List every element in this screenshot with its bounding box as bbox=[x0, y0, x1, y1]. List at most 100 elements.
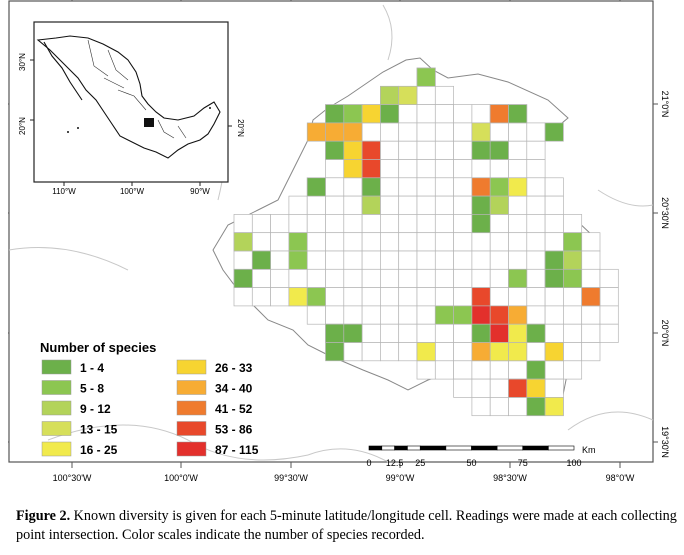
species-cell bbox=[471, 305, 491, 325]
species-cell bbox=[471, 140, 491, 160]
grid-cell bbox=[434, 159, 454, 179]
grid-cell bbox=[416, 268, 436, 288]
legend-swatch bbox=[176, 380, 207, 395]
grid-cell bbox=[489, 232, 509, 252]
grid-cell bbox=[325, 214, 345, 234]
species-cell bbox=[288, 232, 308, 252]
grid-cell bbox=[434, 104, 454, 124]
grid-cell bbox=[288, 214, 308, 234]
species-cell bbox=[544, 250, 564, 270]
grid-cell bbox=[325, 159, 345, 179]
grid-cell bbox=[471, 232, 491, 252]
grid-cell bbox=[526, 214, 546, 234]
grid-cell bbox=[343, 250, 363, 270]
grid-cell bbox=[471, 268, 491, 288]
species-cell bbox=[471, 287, 491, 307]
species-cell bbox=[361, 177, 381, 197]
grid-cell bbox=[361, 122, 381, 142]
grid-cell bbox=[270, 214, 290, 234]
species-cell bbox=[453, 305, 473, 325]
grid-cell bbox=[361, 323, 381, 343]
scale-segment bbox=[471, 445, 498, 451]
species-cell bbox=[343, 104, 363, 124]
grid-cell bbox=[581, 268, 601, 288]
grid-cell bbox=[453, 287, 473, 307]
longitude-ticks: 100°30'W 100°0'W 99°30'W 99°0'W 98°30'W 98°0'… bbox=[53, 0, 635, 483]
legend-title: Number of species bbox=[40, 340, 156, 355]
legend-items: 1 - 4 5 - 8 9 - 12 13 - 15 16 - 25 26 - 33 34 … bbox=[41, 359, 259, 457]
grid-cell bbox=[434, 360, 454, 380]
scale-label: 25 bbox=[415, 458, 425, 468]
species-cell bbox=[544, 397, 564, 417]
scale-segment bbox=[548, 445, 575, 451]
legend-label: 13 - 15 bbox=[80, 423, 118, 437]
grid-cell bbox=[489, 214, 509, 234]
grid-cell bbox=[288, 268, 308, 288]
inset-lat-tick: 20°N bbox=[236, 119, 245, 137]
lat-tick-label: 20°0'N bbox=[660, 320, 670, 347]
grid-cell bbox=[380, 140, 400, 160]
grid-cell bbox=[380, 268, 400, 288]
lon-tick-label: 99°30'W bbox=[274, 473, 308, 483]
legend-label: 34 - 40 bbox=[215, 382, 253, 396]
grid-cell bbox=[398, 250, 418, 270]
grid-cell bbox=[453, 140, 473, 160]
grid-cell bbox=[398, 268, 418, 288]
legend-label: 26 - 33 bbox=[215, 361, 253, 375]
species-cell bbox=[508, 268, 528, 288]
species-cell bbox=[508, 305, 528, 325]
species-cell bbox=[361, 195, 381, 215]
legend-label: 1 - 4 bbox=[80, 361, 104, 375]
grid-cell bbox=[453, 177, 473, 197]
legend-swatch bbox=[41, 380, 72, 395]
legend-label: 41 - 52 bbox=[215, 402, 253, 416]
grid-cell bbox=[343, 342, 363, 362]
grid-cell bbox=[453, 214, 473, 234]
scale-segment bbox=[445, 445, 472, 451]
grid-cell bbox=[398, 232, 418, 252]
grid-cell bbox=[434, 287, 454, 307]
scale-segment bbox=[394, 445, 408, 451]
grid-cell bbox=[581, 232, 601, 252]
grid-cell bbox=[306, 214, 326, 234]
grid-cell bbox=[508, 159, 528, 179]
grid-cell bbox=[434, 214, 454, 234]
grid-cell bbox=[581, 342, 601, 362]
grid-cell bbox=[508, 250, 528, 270]
species-cell bbox=[581, 287, 601, 307]
grid-cell bbox=[380, 195, 400, 215]
grid-cell bbox=[398, 195, 418, 215]
species-cell bbox=[306, 177, 326, 197]
baja-california bbox=[43, 41, 83, 101]
lat-tick-label: 19°30'N bbox=[660, 426, 670, 458]
grid-cell bbox=[453, 195, 473, 215]
grid-cell bbox=[343, 287, 363, 307]
grid-cell bbox=[544, 177, 564, 197]
grid-cell bbox=[434, 177, 454, 197]
inset-state-lines bbox=[87, 39, 187, 139]
grid-cell bbox=[599, 323, 619, 343]
legend-swatch bbox=[176, 441, 207, 457]
scale-segment bbox=[381, 445, 395, 451]
grid-cell bbox=[380, 122, 400, 142]
grid-cell bbox=[526, 250, 546, 270]
species-cell bbox=[251, 250, 271, 270]
grid-cell bbox=[306, 195, 326, 215]
grid-cell bbox=[325, 268, 345, 288]
grid-cell bbox=[343, 177, 363, 197]
grid-cell bbox=[526, 305, 546, 325]
scale-segment bbox=[522, 445, 549, 451]
grid-cell bbox=[489, 287, 509, 307]
species-cell bbox=[361, 140, 381, 160]
grid-cell bbox=[325, 305, 345, 325]
grid-cell bbox=[398, 159, 418, 179]
species-cell bbox=[398, 85, 418, 105]
legend-swatch bbox=[41, 400, 72, 416]
figure-caption: Figure 2. Known diversity is given for e… bbox=[16, 507, 684, 545]
legend-label: 9 - 12 bbox=[80, 402, 111, 416]
legend-swatch bbox=[176, 359, 207, 375]
grid-cell bbox=[416, 177, 436, 197]
grid-cell bbox=[544, 378, 564, 398]
species-cell bbox=[544, 342, 564, 362]
species-cell bbox=[489, 323, 509, 343]
